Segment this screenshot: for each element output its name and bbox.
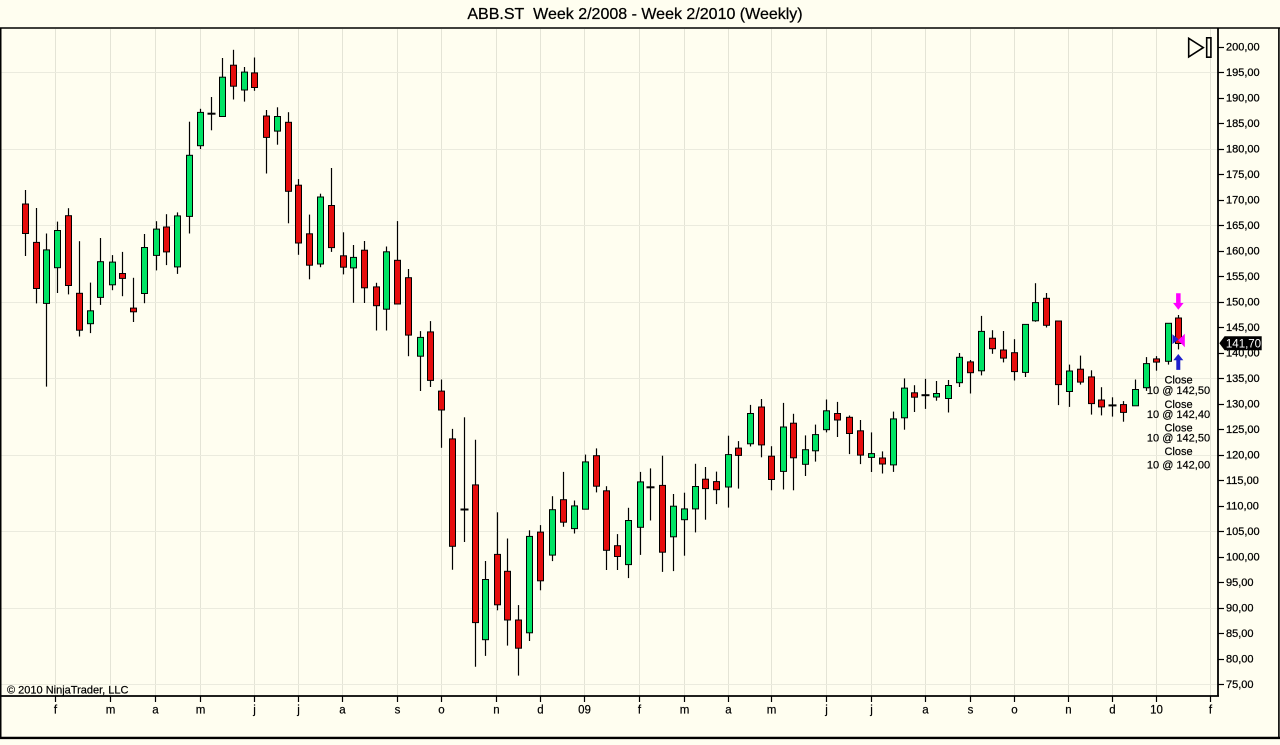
svg-text:m: m bbox=[196, 705, 206, 717]
svg-text:190,00: 190,00 bbox=[1226, 93, 1260, 105]
svg-text:s: s bbox=[395, 705, 401, 717]
svg-text:150,00: 150,00 bbox=[1226, 297, 1260, 309]
svg-text:m: m bbox=[680, 705, 690, 717]
svg-text:j: j bbox=[824, 705, 828, 717]
svg-text:10: 10 bbox=[1150, 705, 1163, 717]
svg-text:185,00: 185,00 bbox=[1226, 118, 1260, 130]
svg-text:120,00: 120,00 bbox=[1226, 450, 1260, 462]
svg-text:10 @ 142,50: 10 @ 142,50 bbox=[1147, 385, 1210, 397]
svg-text:105,00: 105,00 bbox=[1226, 526, 1260, 538]
svg-text:d: d bbox=[1109, 705, 1115, 717]
svg-text:140,00: 140,00 bbox=[1226, 348, 1260, 360]
svg-text:a: a bbox=[152, 705, 159, 717]
svg-text:125,00: 125,00 bbox=[1226, 424, 1260, 436]
svg-text:10 @ 142,40: 10 @ 142,40 bbox=[1147, 409, 1210, 421]
svg-text:n: n bbox=[1065, 705, 1071, 717]
svg-text:160,00: 160,00 bbox=[1226, 246, 1260, 258]
svg-text:s: s bbox=[968, 705, 974, 717]
svg-text:170,00: 170,00 bbox=[1226, 195, 1260, 207]
svg-text:ABB.ST Week 2/2008 - Week 2/2: ABB.ST Week 2/2008 - Week 2/2010 (Weekly… bbox=[467, 6, 802, 23]
svg-text:115,00: 115,00 bbox=[1226, 475, 1259, 487]
svg-text:f: f bbox=[638, 705, 642, 717]
svg-text:195,00: 195,00 bbox=[1226, 67, 1260, 79]
svg-text:75,00: 75,00 bbox=[1226, 679, 1254, 691]
svg-text:j: j bbox=[296, 705, 300, 717]
svg-text:90,00: 90,00 bbox=[1226, 603, 1254, 615]
svg-text:n: n bbox=[493, 705, 499, 717]
svg-text:10 @ 142,00: 10 @ 142,00 bbox=[1147, 460, 1210, 472]
svg-text:165,00: 165,00 bbox=[1226, 220, 1260, 232]
svg-text:m: m bbox=[106, 705, 116, 717]
svg-text:141,70: 141,70 bbox=[1226, 338, 1261, 350]
svg-text:180,00: 180,00 bbox=[1226, 144, 1260, 156]
svg-text:80,00: 80,00 bbox=[1226, 654, 1254, 666]
svg-text:110,00: 110,00 bbox=[1226, 501, 1259, 513]
svg-text:10 @ 142,50: 10 @ 142,50 bbox=[1147, 433, 1210, 445]
svg-text:175,00: 175,00 bbox=[1226, 169, 1260, 181]
svg-text:135,00: 135,00 bbox=[1226, 373, 1260, 385]
svg-text:130,00: 130,00 bbox=[1226, 399, 1260, 411]
svg-text:155,00: 155,00 bbox=[1226, 271, 1260, 283]
svg-text:200,00: 200,00 bbox=[1226, 42, 1260, 54]
svg-text:o: o bbox=[1011, 705, 1017, 717]
svg-text:f: f bbox=[54, 705, 58, 717]
svg-text:Close: Close bbox=[1164, 375, 1192, 387]
svg-text:95,00: 95,00 bbox=[1226, 577, 1254, 589]
svg-text:© 2010 NinjaTrader, LLC: © 2010 NinjaTrader, LLC bbox=[7, 685, 128, 697]
svg-text:o: o bbox=[438, 705, 444, 717]
svg-text:m: m bbox=[767, 705, 777, 717]
svg-text:j: j bbox=[252, 705, 256, 717]
svg-text:100,00: 100,00 bbox=[1226, 552, 1260, 564]
svg-text:j: j bbox=[869, 705, 873, 717]
svg-text:a: a bbox=[725, 705, 732, 717]
svg-text:145,00: 145,00 bbox=[1226, 322, 1260, 334]
svg-text:d: d bbox=[537, 705, 543, 717]
svg-text:f: f bbox=[1209, 705, 1213, 717]
svg-text:Close: Close bbox=[1164, 399, 1192, 411]
svg-text:a: a bbox=[922, 705, 929, 717]
svg-text:Close: Close bbox=[1164, 423, 1192, 435]
svg-text:85,00: 85,00 bbox=[1226, 628, 1254, 640]
svg-text:a: a bbox=[339, 705, 346, 717]
svg-text:Close: Close bbox=[1164, 446, 1192, 458]
svg-text:09: 09 bbox=[578, 705, 591, 717]
